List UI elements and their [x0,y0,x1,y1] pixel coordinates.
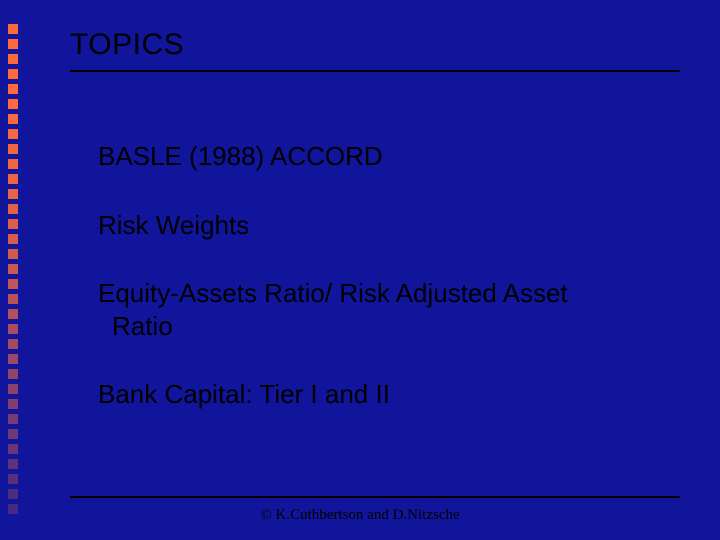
decor-square [8,489,18,499]
footer-underline [70,496,680,498]
decor-square [8,264,18,274]
decor-square [8,249,18,259]
footer-text: © K.Cuthbertson and D.Nitzsche [0,507,720,524]
decor-square [8,399,18,409]
decor-square [8,39,18,49]
decor-square [8,384,18,394]
decor-square [8,69,18,79]
decor-square [8,24,18,34]
decor-square [8,99,18,109]
slide-body: BASLE (1988) ACCORD Risk Weights Equity-… [98,140,658,447]
decor-square [8,339,18,349]
decor-square [8,324,18,334]
decor-square [8,159,18,169]
left-gradient-squares [8,24,18,516]
decor-square [8,369,18,379]
title-underline [70,70,680,72]
decor-square [8,429,18,439]
decor-square [8,129,18,139]
decor-square [8,459,18,469]
decor-square [8,414,18,424]
decor-square [8,444,18,454]
decor-square [8,114,18,124]
decor-square [8,234,18,244]
decor-square [8,174,18,184]
decor-square [8,54,18,64]
body-line: Ratio [98,311,173,341]
body-item: Risk Weights [98,209,658,242]
body-item: Equity-Assets Ratio/ Risk Adjusted Asset… [98,277,658,342]
body-item: BASLE (1988) ACCORD [98,140,658,173]
decor-square [8,219,18,229]
decor-square [8,309,18,319]
body-item: Bank Capital: Tier I and II [98,378,658,411]
slide-title: TOPICS [70,28,184,62]
slide: TOPICS BASLE (1988) ACCORD Risk Weights … [0,0,720,540]
decor-square [8,294,18,304]
body-line: Equity-Assets Ratio/ Risk Adjusted Asset [98,278,568,308]
decor-square [8,474,18,484]
decor-square [8,354,18,364]
decor-square [8,189,18,199]
decor-square [8,204,18,214]
decor-square [8,279,18,289]
decor-square [8,144,18,154]
decor-square [8,84,18,94]
